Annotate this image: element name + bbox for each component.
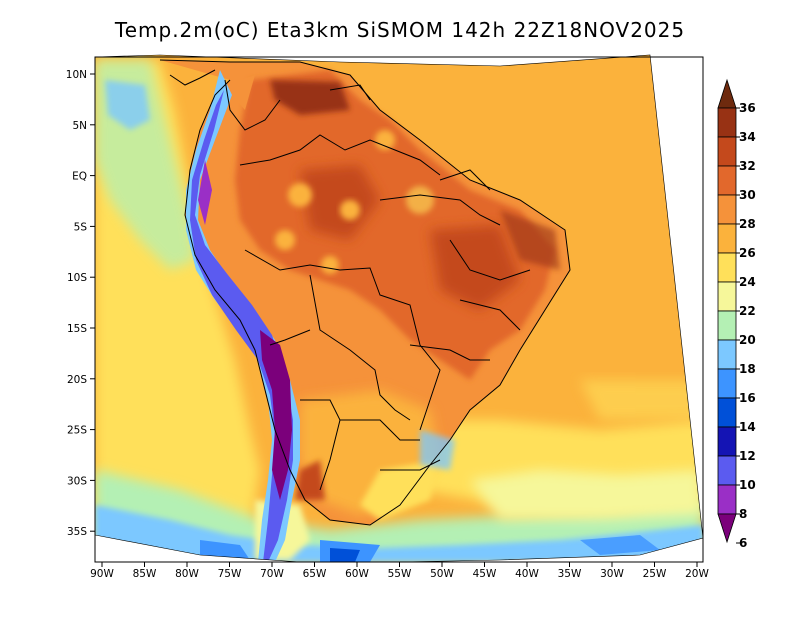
lon-tick-label: 85W [133, 568, 157, 580]
colorbar-label: 18 [739, 362, 756, 376]
andes-cold-north [198, 160, 212, 225]
lon-tick-label: 60W [345, 568, 369, 580]
colorbar-swatch [717, 252, 737, 283]
colorbar-swatch [717, 455, 737, 486]
colorbar-label: 12 [739, 449, 756, 463]
colorbar-swatch [717, 165, 737, 196]
colorbar-swatch [717, 310, 737, 341]
colorbar-label: 32 [739, 159, 756, 173]
southeast-cold-patch [580, 535, 660, 555]
amazon-cool-spot [288, 183, 312, 207]
colorbar-min-arrow [717, 513, 737, 544]
colorbar-label: 6 [739, 536, 747, 550]
colorbar-label: 16 [739, 391, 756, 405]
lat-tick-label: 20S [67, 374, 87, 386]
domain-outline [94, 54, 704, 563]
lat-tick-label: 35S [67, 526, 87, 538]
lon-tick-label: 55W [388, 568, 412, 580]
uruguay-mild [360, 460, 440, 520]
atlantic-mild-north [580, 380, 703, 420]
southern-coldest-patch [330, 548, 360, 562]
lat-tick-label: EQ [72, 171, 87, 183]
colorbar-swatch [717, 368, 737, 399]
lat-tick-label: 15S [67, 323, 87, 335]
lon-tick-label: 25W [643, 568, 667, 580]
lon-tick-label: 30W [600, 568, 624, 580]
lat-tick-label: 10S [67, 272, 87, 284]
colorbar-swatch [717, 484, 737, 515]
lat-tick-label: 25S [67, 425, 87, 437]
colorbar-label: 22 [739, 304, 756, 318]
colorbar-swatch [717, 194, 737, 225]
andes-coldest-core [260, 330, 292, 500]
andes-cold-band [190, 90, 293, 562]
colorbar-swatch [717, 136, 737, 167]
central-brazil-peak-heat [430, 225, 520, 310]
lon-tick-label: 40W [515, 568, 539, 580]
temperature-field [95, 55, 703, 562]
amazon-cool-spot [340, 200, 360, 220]
colorbar-label: 8 [739, 507, 747, 521]
lon-tick-label: 45W [473, 568, 497, 580]
lat-tick-label: 30S [67, 475, 87, 487]
colorbar-label: 26 [739, 246, 756, 260]
lon-tick-label: 75W [218, 568, 242, 580]
colorbar-label: 34 [739, 130, 756, 144]
amazon-cool-spot [275, 230, 295, 250]
guiana-cool-spot [375, 130, 395, 150]
atlantic-cooler-band [470, 470, 703, 520]
map-title: Temp.2m(oC) Eta3km SiSMOM 142h 22Z18NOV2… [114, 18, 686, 42]
serra-cold-patch [420, 430, 455, 470]
latitude-axis: 10N 5N EQ 5S 10S 15S 20S 25S 30S 35S [66, 69, 95, 538]
colorbar-label: 24 [739, 275, 756, 289]
colorbar-swatch [717, 223, 737, 254]
lat-tick-label: 10N [66, 69, 87, 81]
colorbar-label: 10 [739, 478, 756, 492]
colorbar-swatch [717, 281, 737, 312]
longitude-axis: 90W 85W 80W 75W 70W 65W 60W 55W 50W 45W 40W 35W 30W 2… [90, 562, 709, 580]
southern-colder-patch [200, 540, 250, 560]
venezuela-peak-heat [270, 80, 350, 115]
colorbar: 36 34 32 30 28 26 24 22 20 18 16 14 12 10 8 6 [717, 78, 756, 550]
lat-tick-label: 5S [74, 221, 88, 233]
colorbar-swatch [717, 426, 737, 457]
andes-north-warm [232, 75, 255, 110]
lon-tick-label: 50W [430, 568, 454, 580]
colorbar-swatch [717, 107, 737, 138]
colorbar-max-arrow [717, 78, 737, 109]
amazon-peak-heat [300, 165, 380, 240]
colorbar-swatch [717, 339, 737, 370]
lon-tick-label: 90W [90, 568, 114, 580]
colorbar-label: 36 [739, 101, 756, 115]
cuyo-heat [295, 460, 325, 500]
lon-tick-label: 35W [558, 568, 582, 580]
southern-cold-band [95, 505, 703, 562]
amazon-cool-spot [321, 256, 339, 274]
pacific-cold-patch [105, 80, 150, 130]
amazon-cool-spot [406, 186, 434, 214]
colorbar-label: 20 [739, 333, 756, 347]
lon-tick-label: 80W [175, 568, 199, 580]
lon-tick-label: 70W [260, 568, 284, 580]
colorbar-label: 28 [739, 217, 756, 231]
country-borders [159, 59, 571, 526]
lon-tick-label: 20W [685, 568, 709, 580]
colorbar-label: 30 [739, 188, 756, 202]
lon-tick-label: 65W [303, 568, 327, 580]
northeast-peak-heat [500, 210, 560, 270]
colorbar-swatch [717, 397, 737, 428]
colorbar-label: 14 [739, 420, 756, 434]
lat-tick-label: 5N [72, 120, 87, 132]
